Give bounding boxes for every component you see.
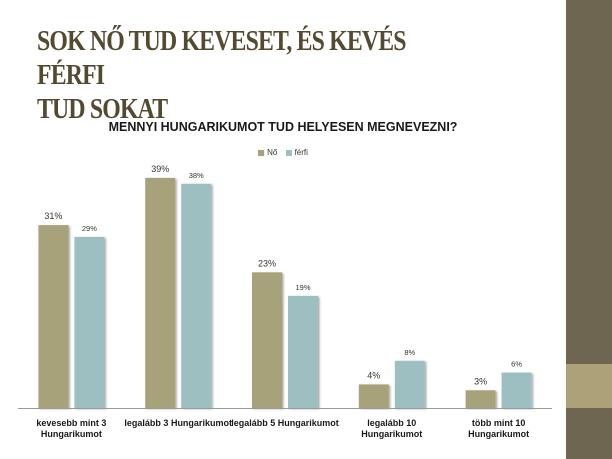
data-label-ferfi-3: 8% — [404, 348, 415, 357]
slide-title-line-2: TUD SOKAT — [37, 93, 168, 125]
side-decor-accent — [566, 364, 612, 408]
data-label-no-0: 31% — [44, 211, 62, 221]
data-label-no-2: 23% — [258, 258, 276, 268]
chart-legend: Nő férfi — [0, 148, 566, 157]
legend-swatch-no — [258, 149, 265, 156]
data-label-ferfi-1: 38% — [189, 171, 204, 180]
bar-no-1 — [145, 177, 176, 408]
category-label-0: kevesebb mint 3 Hungarikumot — [36, 418, 106, 439]
chart-title: MENNYI HUNGARIKUMOT TUD HELYESEN MEGNEVE… — [108, 120, 458, 134]
legend-swatch-ferfi — [285, 149, 292, 156]
bar-ferfi-1 — [181, 183, 212, 408]
legend-item-no: Nő — [258, 148, 277, 157]
data-label-ferfi-2: 19% — [295, 283, 310, 292]
legend-label-ferfi: férfi — [294, 148, 308, 157]
bar-no-0 — [38, 225, 69, 408]
bar-no-2 — [252, 272, 282, 408]
slide-title-line-1: SOK NŐ TUD KEVESET, ÉS KEVÉS FÉRFI — [37, 25, 406, 91]
bar-chart: 31% 29% kevesebb mint 3 Hungarikumot 39% 38% l… — [18, 164, 552, 439]
bar-ferfi-0 — [74, 236, 105, 408]
category-label-3: legalább 10 Hungarikumot — [361, 418, 422, 439]
category-label-4: több mint 10 Hungarikumot — [468, 418, 529, 439]
bar-ferfi-2 — [288, 295, 318, 408]
legend-item-ferfi: férfi — [285, 148, 308, 157]
bar-ferfi-3 — [394, 360, 425, 408]
data-label-ferfi-0: 29% — [82, 224, 97, 233]
data-label-no-3: 4% — [367, 370, 380, 380]
category-label-1: legalább 3 Hungarikumot — [124, 418, 232, 428]
data-label-ferfi-4: 6% — [511, 360, 522, 369]
slide-title: SOK NŐ TUD KEVESET, ÉS KEVÉS FÉRFI TUD S… — [37, 24, 447, 126]
data-label-no-4: 3% — [474, 376, 487, 386]
bar-no-4 — [465, 390, 496, 408]
category-label-2: legalább 5 Hungarikumot — [231, 418, 339, 428]
bar-no-3 — [358, 384, 389, 408]
bar-ferfi-4 — [501, 372, 532, 408]
legend-label-no: Nő — [267, 148, 278, 157]
data-label-no-1: 39% — [151, 164, 169, 174]
